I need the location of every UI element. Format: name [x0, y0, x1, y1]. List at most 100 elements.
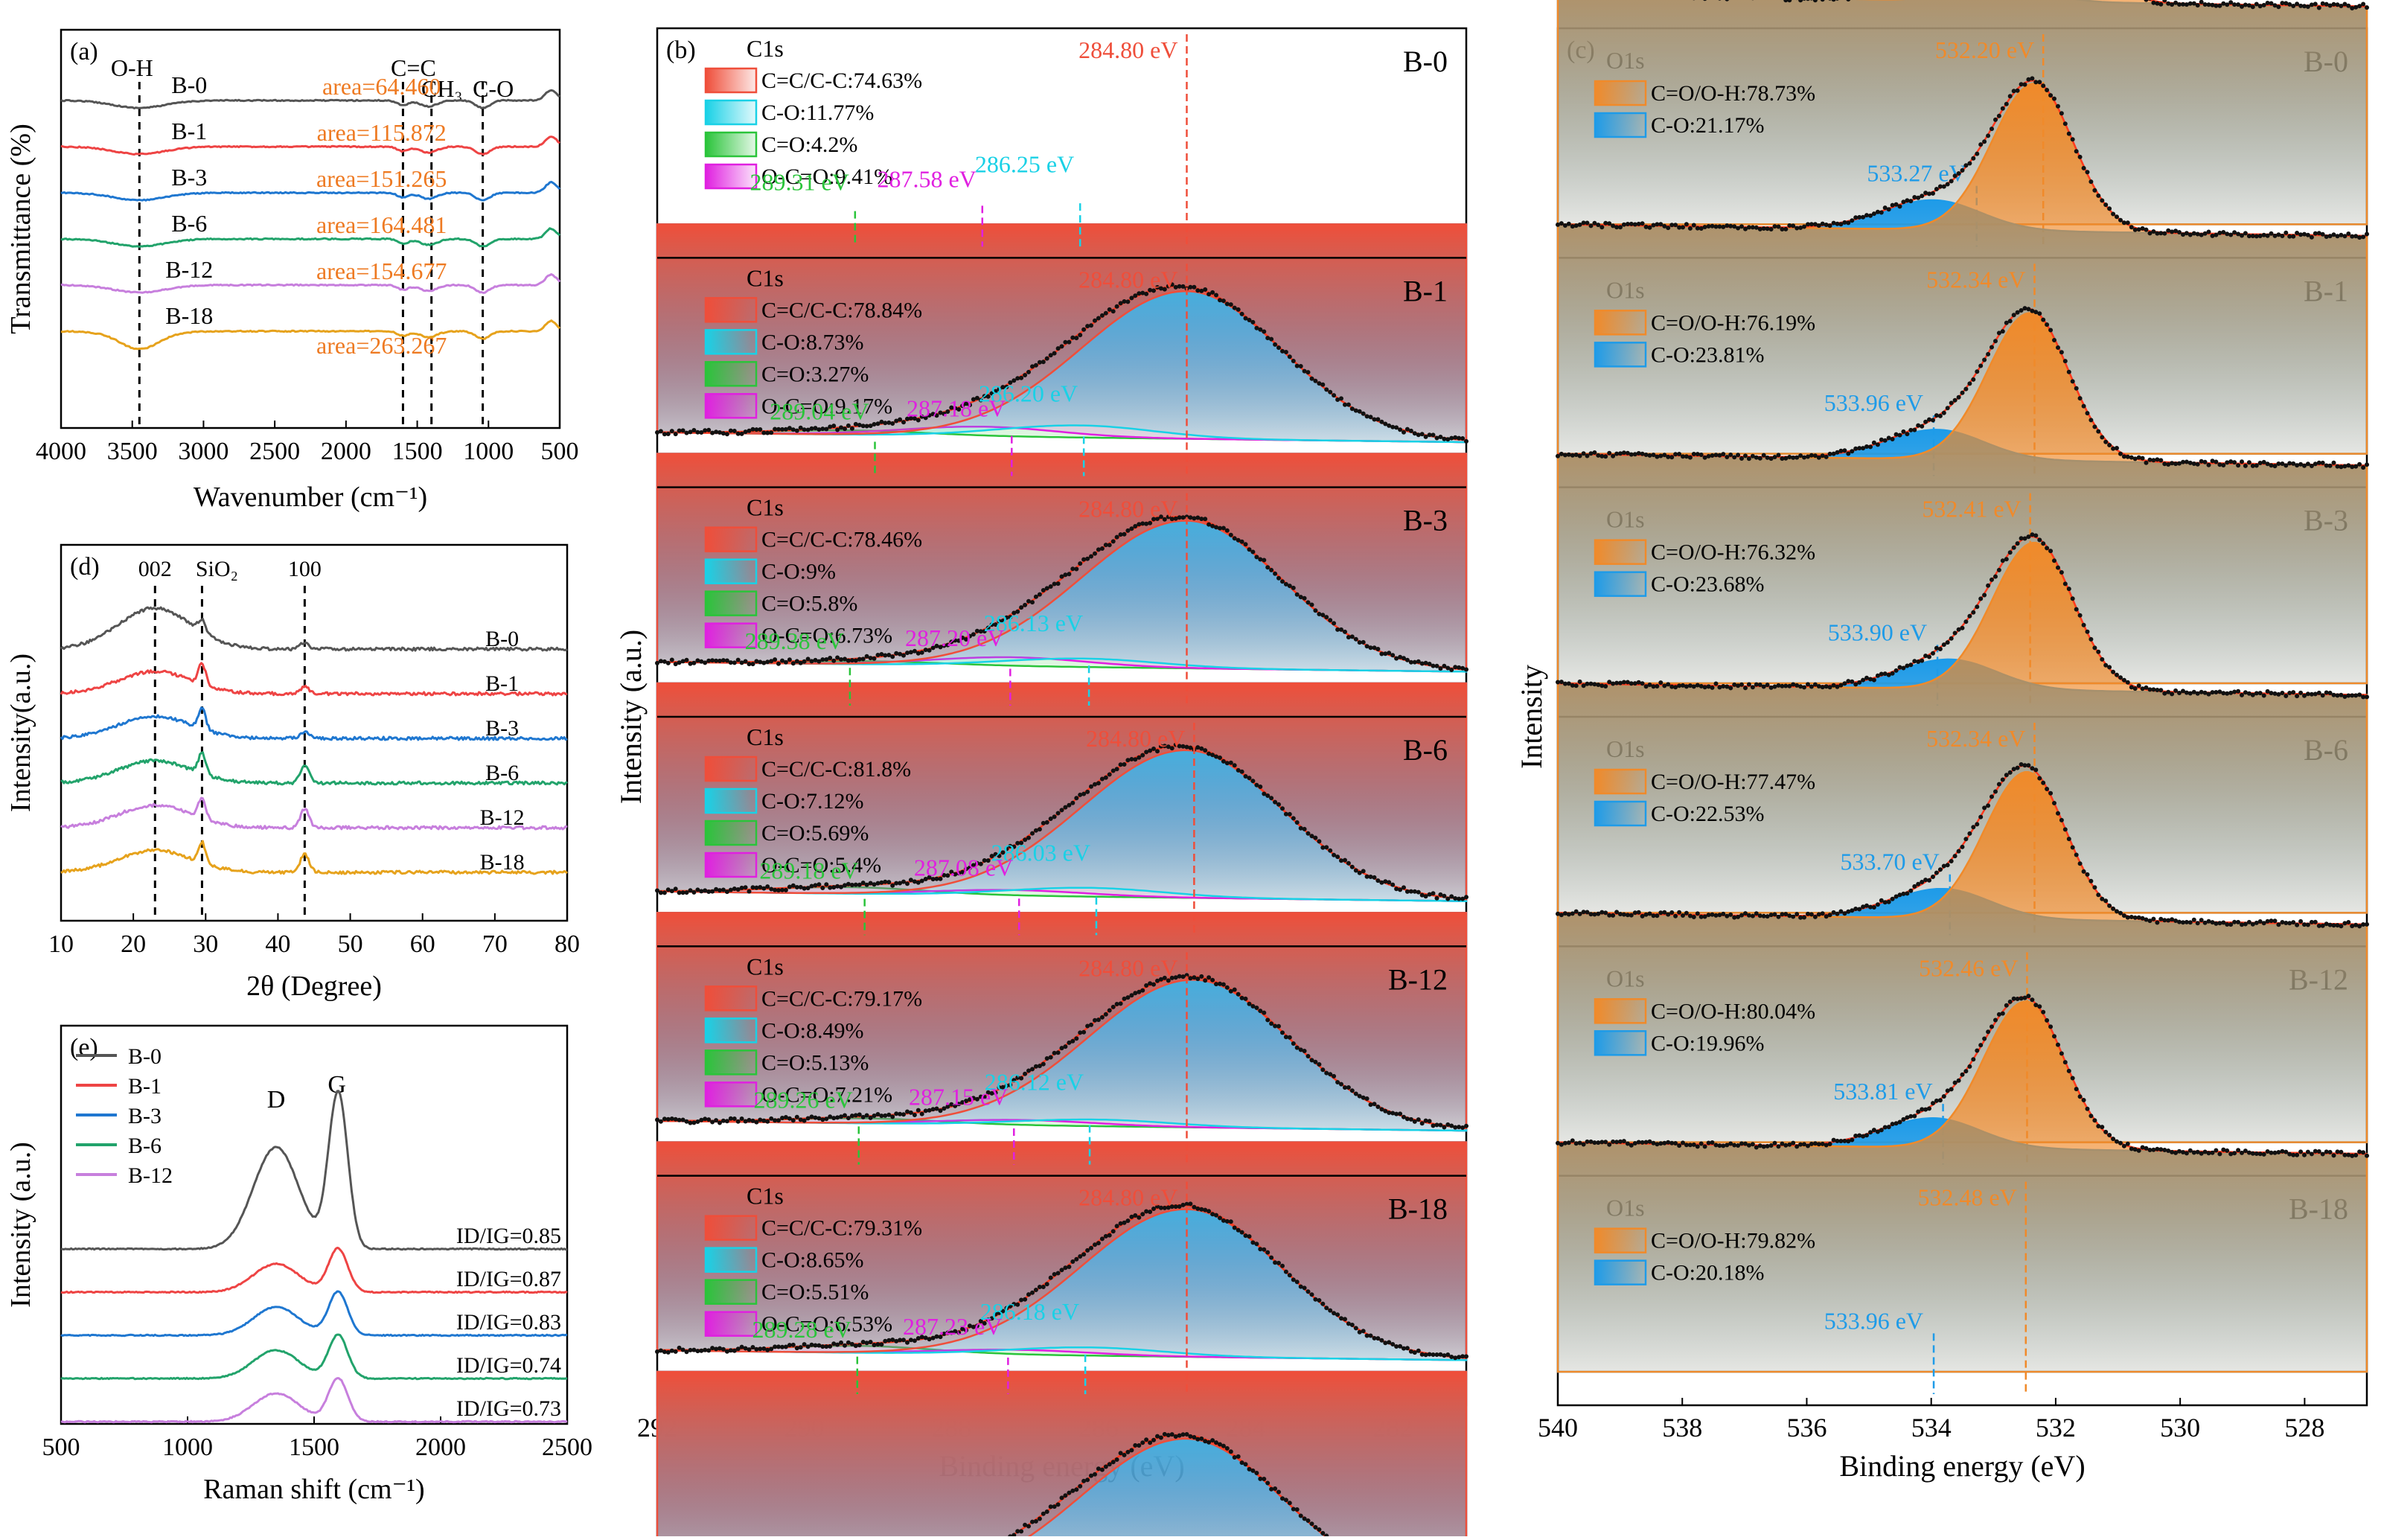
panel-e-line-B-3 [60, 1290, 568, 1338]
panel-a-band-label-2: CH₃ [421, 75, 463, 102]
panel-c-xtick-label-1: 538 [1662, 1413, 1702, 1442]
panel-c-peak-label-1-1: 533.96 eV [1824, 389, 1923, 416]
panel-b-peak-label-4-3: 289.26 eV [753, 1087, 852, 1114]
panel-a-area-label-4: area=154.677 [316, 258, 447, 284]
panel-b-peak-label-0-3: 289.31 eV [750, 168, 849, 195]
panel-b-legend-swatch-1-2 [704, 361, 758, 387]
panel-a-area-label-1: area=115.872 [317, 119, 447, 146]
panel-a-xtick-label-6: 1000 [463, 438, 514, 465]
panel-c-legend-swatch-4-0 [1594, 998, 1647, 1024]
panel-e-xtick-label-1: 1000 [162, 1434, 213, 1461]
panel-b-core-label-4: C1s [747, 953, 784, 980]
panel-d-peak-label-1: SiO₂ [196, 557, 238, 581]
panel-b-sample-label-5: B-18 [1388, 1192, 1448, 1226]
panel-d-xtick-label-2: 30 [193, 930, 218, 958]
panel-b-sample-label-0: B-0 [1403, 45, 1448, 78]
panel-b-legend-swatch-3-0 [704, 755, 758, 782]
panel-e-xtick-label-0: 500 [42, 1434, 80, 1461]
panel-d-xtick-label-5: 60 [410, 930, 435, 958]
panel-b-legend-swatch-2-3 [704, 622, 758, 648]
panel-e-legend-label-0: B-0 [128, 1044, 162, 1069]
panel-e-ratio-label-0: ID/IG=0.85 [456, 1224, 561, 1248]
panel-c-component-0-0 [1556, 0, 2368, 226]
panel-b-peak-label-5-1: 286.18 eV [980, 1298, 1079, 1325]
panel-b-legend-label-3-3: O-C=O:5.4% [761, 853, 881, 878]
panel-d-sample-label-3: B-6 [485, 761, 519, 785]
panel-b-legend-label-1-1: C-O:8.73% [761, 330, 864, 354]
panel-b-legend-label-2-0: C=C/C-C:78.46% [761, 528, 922, 552]
panel-c-legend-label-2-1: C-O:23.68% [1651, 572, 1765, 597]
panel-b-legend-label-4-2: C=O:5.13% [761, 1050, 869, 1075]
panel-a-xtick-label-7: 500 [541, 438, 579, 465]
panel-a-line-B-1 [60, 135, 560, 156]
panel-b-peak-label-4-2: 287.15 eV [909, 1084, 1008, 1111]
panel-c-xtick-label-2: 536 [1786, 1413, 1827, 1442]
panel-b-peak-label-2-3: 289.38 eV [745, 627, 844, 654]
panel-c-peak-label-2-1: 533.90 eV [1828, 619, 1927, 645]
panel-b-peak-label-2-0: 284.80 eV [1078, 496, 1177, 523]
panel-d-xtick-label-3: 40 [265, 930, 290, 958]
panel-c-legend-swatch-2-1 [1594, 571, 1647, 597]
panel-b-legend-label-4-3: O-C=O:7.21% [761, 1082, 892, 1107]
panel-a-sample-label-5: B-18 [165, 302, 213, 329]
panel-b-legend-label-0-1: C-O:11.77% [761, 100, 874, 125]
panel-a-band-label-3: C-O [473, 75, 514, 102]
panel-c-legend-swatch-0-0 [1594, 80, 1647, 106]
panel-a-area-label-0: area=64.460 [322, 73, 441, 100]
panel-e-ratio-label-3: ID/IG=0.74 [456, 1353, 561, 1378]
panel-b-peak-label-4-0: 284.80 eV [1078, 954, 1177, 981]
panel-a-sample-label-0: B-0 [171, 71, 207, 98]
panel-d-sample-label-2: B-3 [485, 716, 519, 741]
panel-e-xtick-label-4: 2500 [542, 1434, 592, 1461]
panel-c-datapoints-1 [1556, 76, 2369, 240]
panel-e-ratio-label-1: ID/IG=0.87 [456, 1267, 561, 1291]
panel-c-legend-label-5-0: C=O/O-H:79.82% [1651, 1229, 1815, 1253]
panel-a-sample-label-1: B-1 [171, 118, 207, 144]
panel-b-legend-label-1-2: C=O:3.27% [761, 362, 869, 386]
panel-c-peak-label-2-0: 532.41 eV [1922, 496, 2021, 523]
panel-c-legend-label-0-1: C-O:21.17% [1651, 113, 1765, 138]
panel-b-peak-label-3-2: 287.08 eV [914, 854, 1013, 881]
panel-b-legend-swatch-0-3 [704, 163, 758, 190]
panel-d-line-B-1 [60, 662, 568, 697]
panel-a-area-label-5: area=263.267 [316, 332, 447, 359]
panel-a-line-B-18 [61, 319, 561, 351]
panel-b-core-label-2: C1s [747, 494, 784, 521]
panel-c-datapoints-4 [1556, 762, 2369, 929]
panel-b-legend-label-5-3: O-C=O:6.53% [761, 1312, 892, 1337]
panel-d-peak-label-2: 100 [288, 557, 322, 581]
panel-b-legend-swatch-3-1 [704, 787, 758, 814]
panel-b-legend-label-3-1: C-O:7.12% [761, 789, 864, 814]
panel-d-frame [60, 543, 569, 922]
panel-b-sample-label-2: B-3 [1403, 504, 1448, 537]
panel-a-xtick-label-0: 4000 [36, 438, 86, 465]
panel-c-xtick-label-3: 534 [1911, 1413, 1952, 1442]
panel-a-area-label-3: area=164.481 [316, 211, 447, 238]
panel-b-sample-label-3: B-6 [1403, 733, 1448, 767]
panel-d-xlabel: 2θ (Degree) [246, 971, 382, 1002]
panel-b-peak-label-1-2: 287.18 eV [907, 395, 1006, 422]
panel-b-label: (b) [666, 36, 696, 64]
panel-c-legend-swatch-3-1 [1594, 800, 1647, 827]
panel-b-peak-label-5-3: 289.28 eV [752, 1316, 851, 1343]
panel-c-peak-label-4-1: 533.81 eV [1833, 1078, 1932, 1105]
panel-d-line-B-12 [60, 796, 568, 831]
panel-b-legend-swatch-4-3 [704, 1081, 758, 1108]
panel-c-peak-label-5-1: 533.96 eV [1824, 1307, 1923, 1334]
panel-c-peak-label-4-0: 532.46 eV [1919, 954, 2018, 981]
panel-c-xtick-label-4: 532 [2036, 1413, 2076, 1442]
panel-c-ylabel: Intensity [1515, 665, 1548, 769]
panel-b-legend-label-5-2: C=O:5.51% [761, 1280, 869, 1305]
panel-b-legend-label-4-1: C-O:8.49% [761, 1018, 864, 1043]
panel-b-core-label-5: C1s [747, 1183, 784, 1210]
panel-c-legend-swatch-2-0 [1594, 539, 1647, 565]
panel-b-legend-swatch-0-0 [704, 67, 758, 94]
panel-b-peak-label-1-3: 289.04 eV [770, 398, 869, 425]
panel-a-xtick-label-3: 2500 [249, 438, 300, 465]
panel-b-legend-swatch-1-1 [704, 329, 758, 355]
panel-c-peak-label-5-0: 532.48 eV [1917, 1184, 2016, 1211]
panel-b-peak-label-0-0: 284.80 eV [1078, 36, 1177, 63]
panel-c-legend-swatch-4-1 [1594, 1030, 1647, 1056]
panel-e-legend-label-1: B-1 [128, 1074, 162, 1099]
